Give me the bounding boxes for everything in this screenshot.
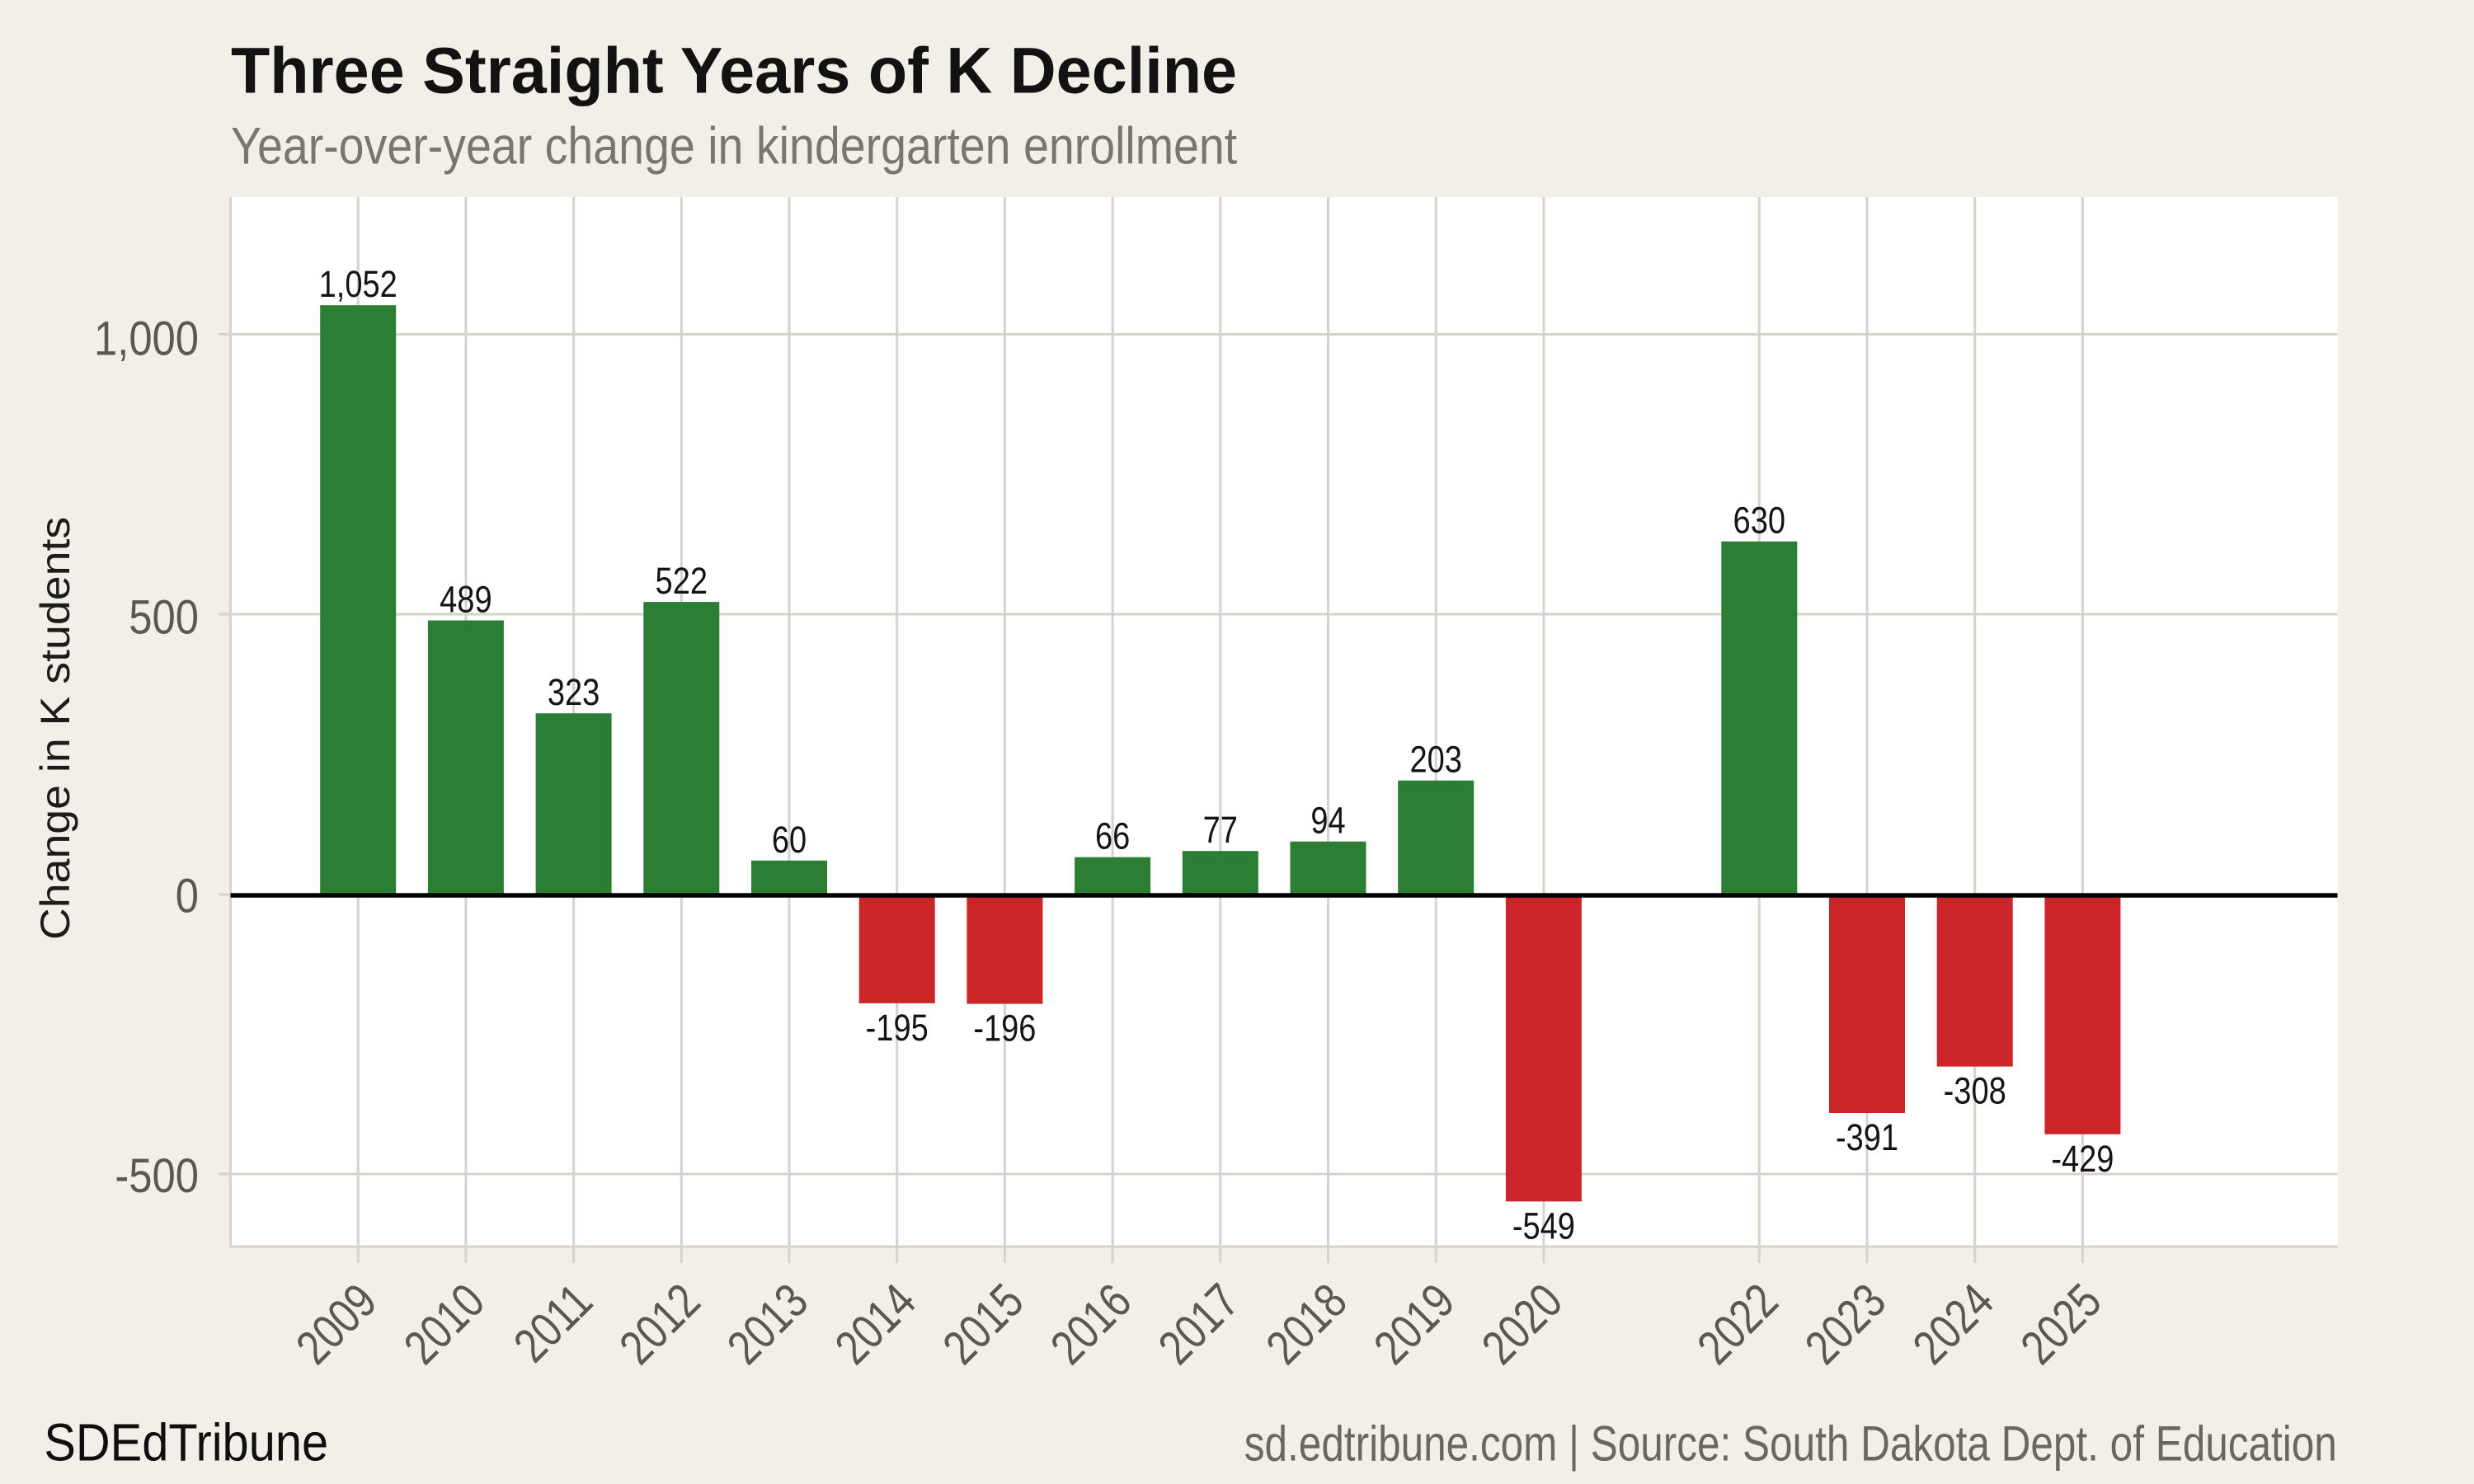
svg-text:489: 489 — [440, 579, 492, 621]
svg-text:77: 77 — [1203, 809, 1238, 851]
svg-text:-308: -308 — [1944, 1070, 2006, 1112]
svg-text:-429: -429 — [2051, 1138, 2114, 1180]
svg-text:-196: -196 — [973, 1007, 1036, 1050]
svg-text:94: 94 — [1310, 800, 1345, 842]
svg-text:60: 60 — [772, 819, 807, 861]
svg-text:66: 66 — [1095, 815, 1130, 857]
svg-text:-549: -549 — [1512, 1205, 1575, 1247]
svg-text:-500: -500 — [115, 1149, 199, 1203]
svg-text:SDEdTribune: SDEdTribune — [44, 1412, 328, 1472]
svg-text:Change in K students: Change in K students — [32, 517, 78, 940]
svg-text:323: 323 — [548, 671, 600, 713]
svg-text:0: 0 — [176, 870, 199, 923]
svg-text:1,000: 1,000 — [94, 312, 199, 366]
svg-text:Year-over-year change in kinde: Year-over-year change in kindergarten en… — [231, 117, 1238, 175]
svg-text:522: 522 — [656, 560, 708, 602]
svg-text:630: 630 — [1733, 500, 1786, 542]
svg-text:sd.edtribune.com | Source: Sou: sd.edtribune.com | Source: South Dakota … — [1244, 1416, 2337, 1471]
svg-text:-391: -391 — [1836, 1116, 1898, 1158]
svg-text:Three Straight Years of K Decl: Three Straight Years of K Decline — [231, 34, 1237, 107]
svg-text:500: 500 — [129, 591, 199, 645]
svg-text:-195: -195 — [866, 1007, 929, 1049]
svg-text:203: 203 — [1409, 739, 1462, 781]
svg-text:1,052: 1,052 — [319, 263, 397, 305]
